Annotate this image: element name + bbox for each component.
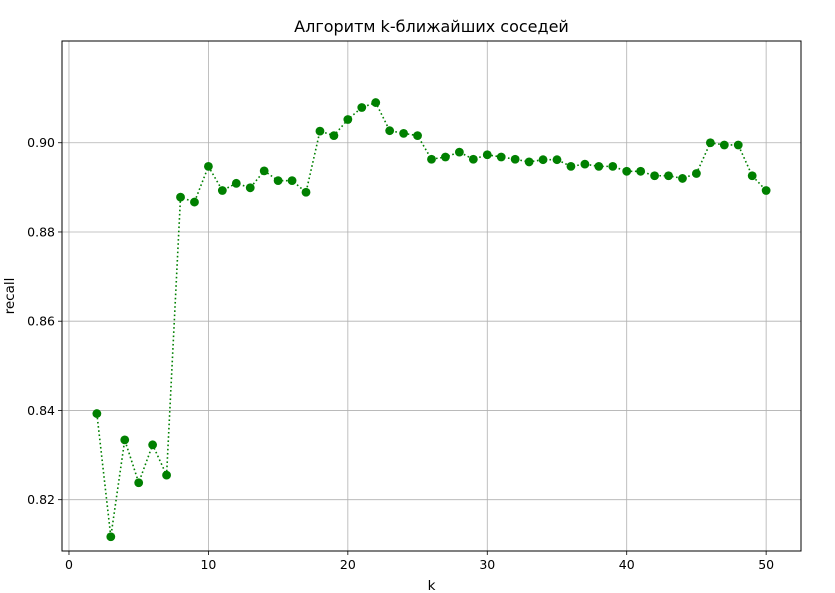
data-point [190, 197, 199, 207]
data-point [761, 186, 771, 195]
x-tick-label: 20 [340, 557, 356, 572]
data-point [524, 157, 534, 167]
x-tick-label: 50 [758, 557, 774, 572]
data-point [231, 178, 241, 188]
data-point [510, 154, 520, 164]
y-tick-label: 0.90 [27, 135, 55, 150]
data-point [664, 171, 673, 181]
data-point [454, 147, 464, 157]
y-tick-label: 0.88 [27, 224, 55, 239]
x-tick-label: 0 [65, 557, 73, 572]
y-tick-label: 0.84 [27, 403, 55, 418]
grid [62, 41, 801, 551]
x-tick-label: 10 [200, 557, 216, 572]
data-point [217, 186, 227, 195]
data-point [566, 161, 576, 171]
data-point [427, 154, 436, 164]
data-point [733, 140, 743, 150]
data-point [399, 128, 409, 138]
data-point [273, 176, 283, 186]
x-axis-label: k [428, 578, 436, 593]
plot-series [92, 98, 771, 542]
data-point [705, 138, 715, 148]
data-point [692, 169, 701, 178]
chart-title: Алгоритм k-ближайших соседей [294, 17, 569, 36]
data-point [176, 192, 185, 202]
data-point [468, 154, 478, 164]
axis-ticks: 0 10 20 30 40 50 0.82 0.84 0.86 0.88 0.90 [27, 135, 774, 572]
data-point [552, 155, 562, 165]
y-tick-label: 0.86 [27, 314, 55, 329]
data-point [134, 478, 144, 488]
data-point [287, 176, 297, 186]
data-point [301, 187, 311, 197]
data-point [719, 140, 729, 150]
data-point [650, 171, 659, 181]
y-tick-label: 0.82 [27, 492, 55, 507]
y-axis-label: recall [2, 278, 18, 315]
x-tick-label: 30 [479, 557, 495, 572]
data-point [148, 440, 158, 450]
data-point [204, 161, 213, 171]
data-point [315, 126, 325, 136]
data-point [92, 409, 102, 418]
data-point [636, 166, 646, 176]
x-tick-label: 40 [619, 557, 635, 572]
data-point [259, 166, 269, 176]
data-point [357, 103, 367, 112]
data-point [245, 183, 255, 193]
plot-frame [61, 40, 802, 552]
data-point [441, 152, 450, 162]
data-point [482, 150, 492, 160]
data-point [496, 152, 506, 162]
data-point [120, 435, 130, 445]
data-point [106, 532, 116, 542]
data-point [329, 131, 339, 140]
data-point [371, 98, 381, 107]
data-point [343, 115, 353, 124]
data-point [678, 174, 687, 183]
data-point [162, 470, 171, 480]
data-point [385, 126, 395, 136]
data-point [413, 131, 422, 140]
data-point [622, 166, 632, 176]
data-point [747, 171, 757, 181]
data-point [580, 159, 590, 169]
data-point [594, 161, 604, 171]
data-point [538, 155, 548, 165]
data-point [608, 161, 618, 171]
